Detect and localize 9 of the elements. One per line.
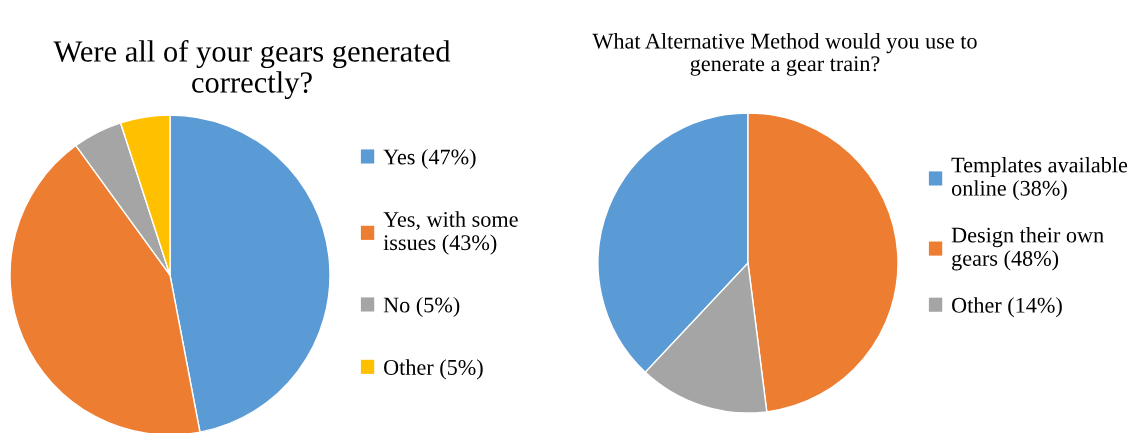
legend-label: Other (5%) [384, 359, 483, 380]
legend-label: Other (14%) [952, 297, 1062, 318]
legend-label: No (5%) [383, 296, 460, 318]
legend-label: Yes (47%) [383, 148, 476, 170]
chart-title: What Alternative Method would you use to generate a gear train? [592, 33, 977, 76]
legend-label: Templates available online (38%) [951, 156, 1128, 201]
legend-label: Design their own gears (48%) [951, 226, 1104, 271]
legend-label: Yes, with some issues (43%) [383, 211, 518, 255]
chart-title: Were all of your gears generated correctly? [53, 40, 451, 100]
